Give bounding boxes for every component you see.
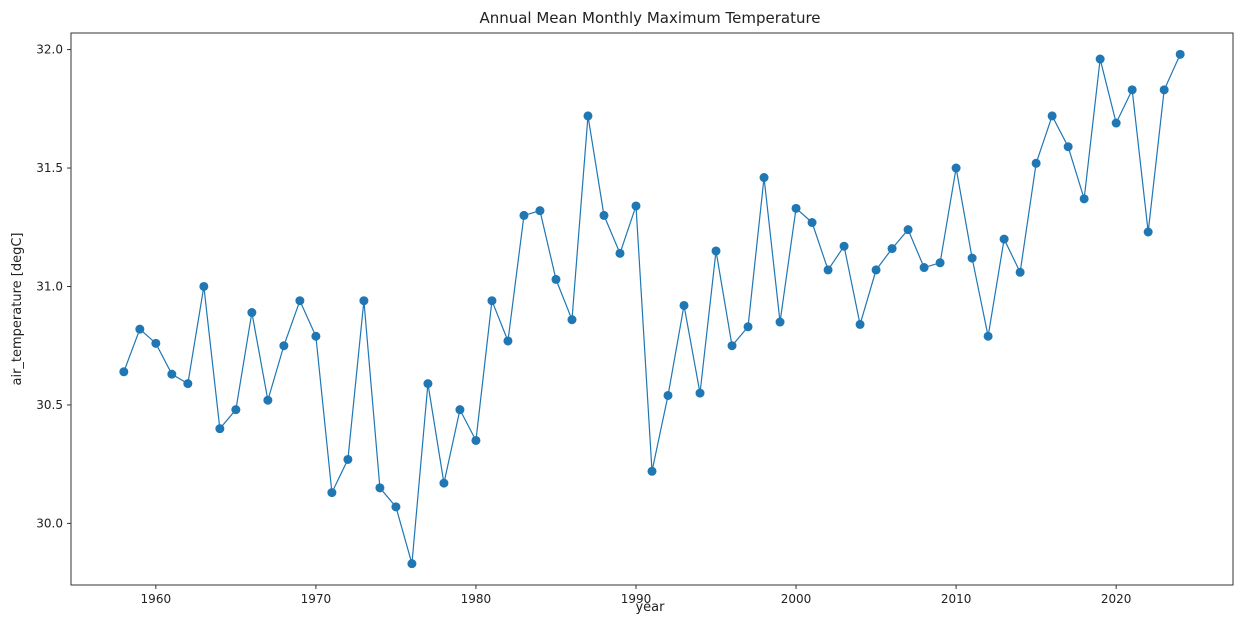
data-point [375, 483, 385, 493]
x-tick-label: 2000 [781, 592, 812, 606]
data-point [679, 300, 689, 310]
data-point [791, 203, 801, 213]
data-point [647, 466, 657, 476]
plot-area [119, 49, 1185, 569]
data-point [519, 210, 529, 220]
data-point [727, 341, 737, 351]
data-point [663, 390, 673, 400]
data-point [759, 173, 769, 183]
data-point [391, 502, 401, 512]
data-point [359, 296, 369, 306]
data-point [839, 241, 849, 251]
y-tick-label: 32.0 [36, 43, 63, 57]
data-point [151, 338, 161, 348]
data-point [919, 263, 929, 273]
data-point [551, 274, 561, 284]
data-point [167, 369, 177, 379]
data-point [455, 405, 465, 415]
data-point [599, 210, 609, 220]
data-point [119, 367, 129, 377]
data-point [407, 559, 417, 569]
data-point [295, 296, 305, 306]
x-tick-label: 1970 [301, 592, 332, 606]
data-point [215, 424, 225, 434]
data-point [1095, 54, 1105, 64]
data-point [1111, 118, 1121, 128]
data-point [615, 248, 625, 258]
data-point [983, 331, 993, 341]
data-point [887, 244, 897, 254]
data-point [1063, 142, 1073, 152]
data-point [1047, 111, 1057, 121]
y-tick-label: 31.0 [36, 279, 63, 293]
data-point [999, 234, 1009, 244]
x-axis-label: year [635, 600, 665, 615]
data-point [711, 246, 721, 256]
chart-title: Annual Mean Monthly Maximum Temperature [479, 9, 820, 27]
data-point [855, 319, 865, 329]
y-tick-label: 30.0 [36, 516, 63, 530]
data-point [1031, 158, 1041, 168]
data-point [471, 435, 481, 445]
x-tick-label: 1980 [461, 592, 492, 606]
data-point [439, 478, 449, 488]
data-point [967, 253, 977, 263]
data-point [1015, 267, 1025, 277]
data-point [631, 201, 641, 211]
data-point [807, 218, 817, 228]
y-tick-label: 30.5 [36, 398, 63, 412]
data-point [871, 265, 881, 275]
data-point [535, 206, 545, 216]
data-point [583, 111, 593, 121]
data-point [1143, 227, 1153, 237]
data-point [183, 379, 193, 389]
x-tick-label: 2010 [941, 592, 972, 606]
data-point [823, 265, 833, 275]
plot-frame [70, 32, 1234, 586]
data-point [343, 454, 353, 464]
x-tick-label: 2020 [1101, 592, 1132, 606]
x-tick-label: 1960 [141, 592, 172, 606]
data-point [263, 395, 273, 405]
data-point [135, 324, 145, 334]
data-point [1175, 49, 1185, 59]
data-point [695, 388, 705, 398]
x-tick-label: 1990 [621, 592, 652, 606]
y-axis-label: air_temperature [degC] [10, 233, 25, 386]
data-point [743, 322, 753, 332]
series-line [123, 54, 1181, 564]
data-point [1159, 85, 1169, 95]
data-point [935, 258, 945, 268]
data-point [1127, 85, 1137, 95]
data-point [327, 488, 337, 498]
data-point [311, 331, 321, 341]
y-tick-label: 31.5 [36, 161, 63, 175]
data-point [487, 296, 497, 306]
data-point [279, 341, 289, 351]
data-point [1079, 194, 1089, 204]
data-point [231, 405, 241, 415]
data-point [903, 225, 913, 235]
data-point [775, 317, 785, 327]
data-point [247, 308, 257, 318]
data-point [423, 379, 433, 389]
data-point [503, 336, 513, 346]
data-point [567, 315, 577, 325]
x-axis: 1960 1970 1980 1990 2000 2010 2020 [141, 585, 1132, 606]
y-axis: 30.0 30.5 31.0 31.5 32.0 [36, 43, 71, 530]
data-point [199, 281, 209, 291]
data-point [951, 163, 961, 173]
